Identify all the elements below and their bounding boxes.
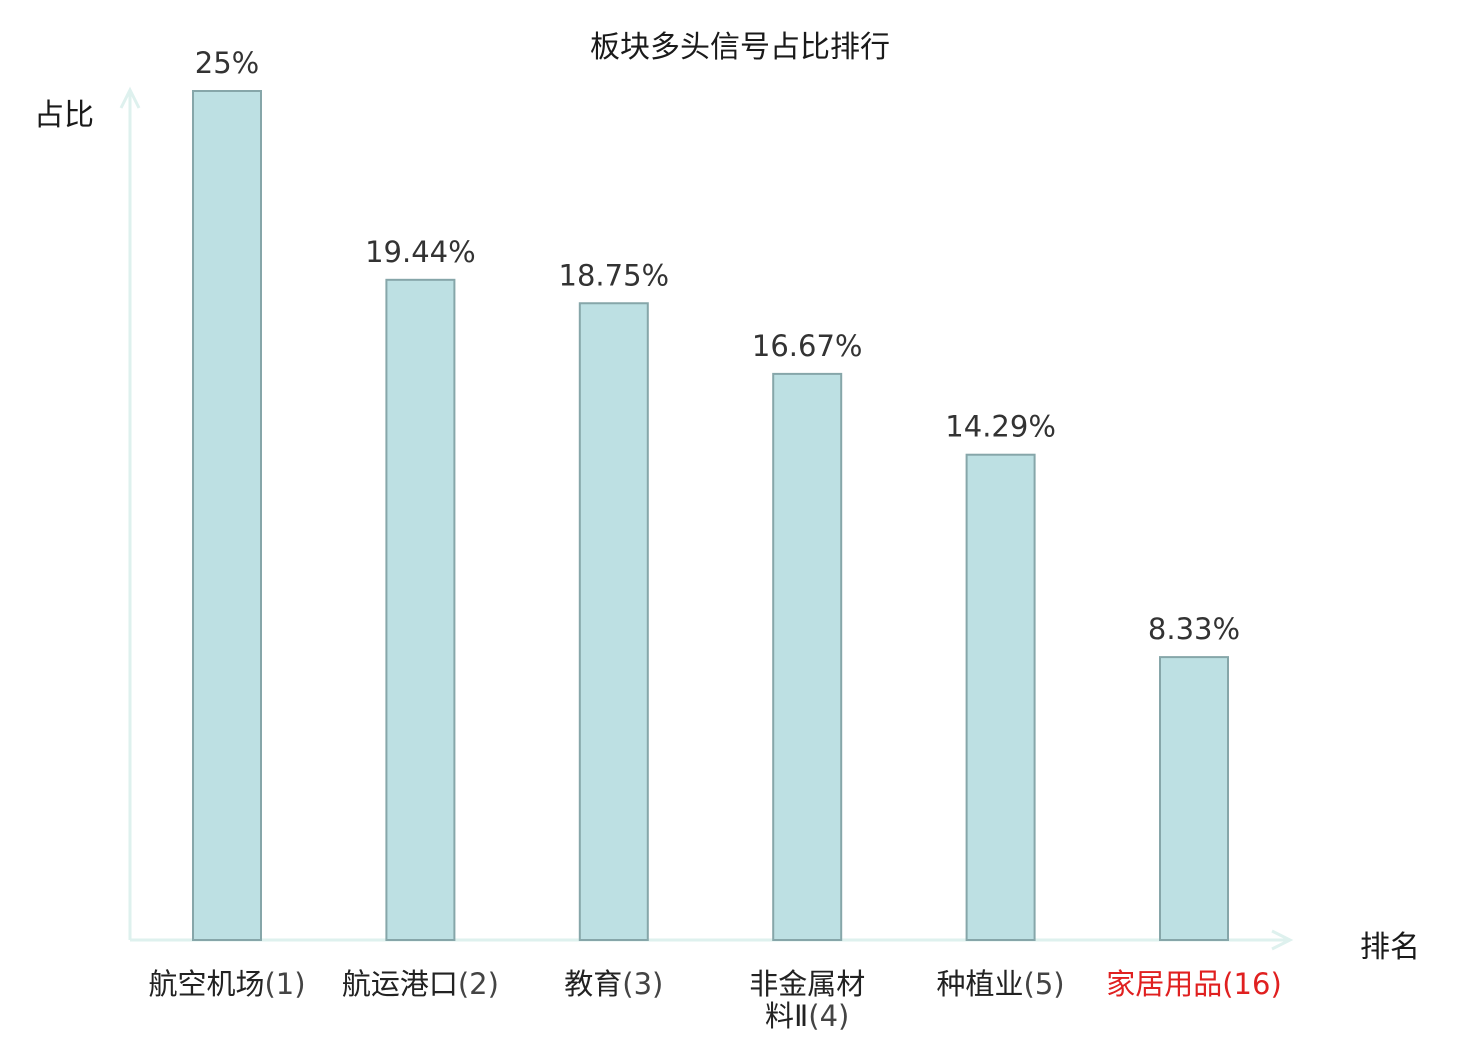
bar-value-label: 14.29% [945, 410, 1056, 444]
category-name: 料Ⅱ [765, 999, 808, 1033]
category-name: 种植业 [937, 967, 1024, 1001]
bar-value-label: 18.75% [559, 258, 670, 292]
category-rank: (16) [1222, 967, 1282, 1001]
bar-value-label: 25% [195, 46, 259, 80]
category-name: 家居用品 [1106, 967, 1222, 1001]
y-axis-arrow-icon [119, 86, 141, 109]
category-name: 航空机场 [148, 967, 264, 1001]
x-axis-label: 排名 [1360, 930, 1420, 965]
category-rank: (1) [264, 967, 305, 1001]
x-axis-arrow-icon [1271, 929, 1294, 951]
value-labels-group: 25% 19.44% 18.75% 16.67% 14.29% 8.33% [195, 46, 1240, 646]
axes [119, 86, 1294, 951]
bar [965, 453, 1036, 941]
category-label: 航空机场(1) [148, 967, 305, 1001]
category-label: 种植业(5) [937, 967, 1065, 1001]
bar-value-label: 16.67% [752, 329, 863, 363]
bar-value-label: 19.44% [365, 235, 476, 269]
category-label-line: 非金属材 [749, 967, 865, 1001]
y-axis-label: 占比 [34, 98, 94, 133]
bar [192, 90, 262, 941]
category-label: 教育(3) [564, 967, 663, 1001]
category-name: 教育 [564, 967, 622, 1001]
category-label-line: 家居用品(16) [1106, 967, 1282, 1001]
category-label-line: 料Ⅱ(4) [765, 999, 849, 1033]
bar [578, 302, 649, 941]
category-label-line: 种植业(5) [937, 967, 1065, 1001]
category-rank: (4) [808, 999, 849, 1033]
bar [1159, 656, 1229, 942]
bar [385, 278, 456, 941]
category-label: 航运港口(2) [342, 967, 499, 1001]
bar-value-label: 8.33% [1148, 612, 1240, 646]
chart-title: 板块多头信号占比排行 [590, 30, 890, 65]
category-label-line: 教育(3) [564, 967, 663, 1001]
bars-group [192, 90, 1229, 942]
category-rank: (5) [1024, 967, 1065, 1001]
category-label-line: 航空机场(1) [148, 967, 305, 1001]
bar [772, 372, 843, 942]
category-label: 家居用品(16) [1106, 967, 1282, 1001]
category-name: 航运港口 [342, 967, 458, 1001]
category-label-line: 航运港口(2) [342, 967, 499, 1001]
category-rank: (3) [622, 967, 663, 1001]
category-rank: (2) [458, 967, 499, 1001]
